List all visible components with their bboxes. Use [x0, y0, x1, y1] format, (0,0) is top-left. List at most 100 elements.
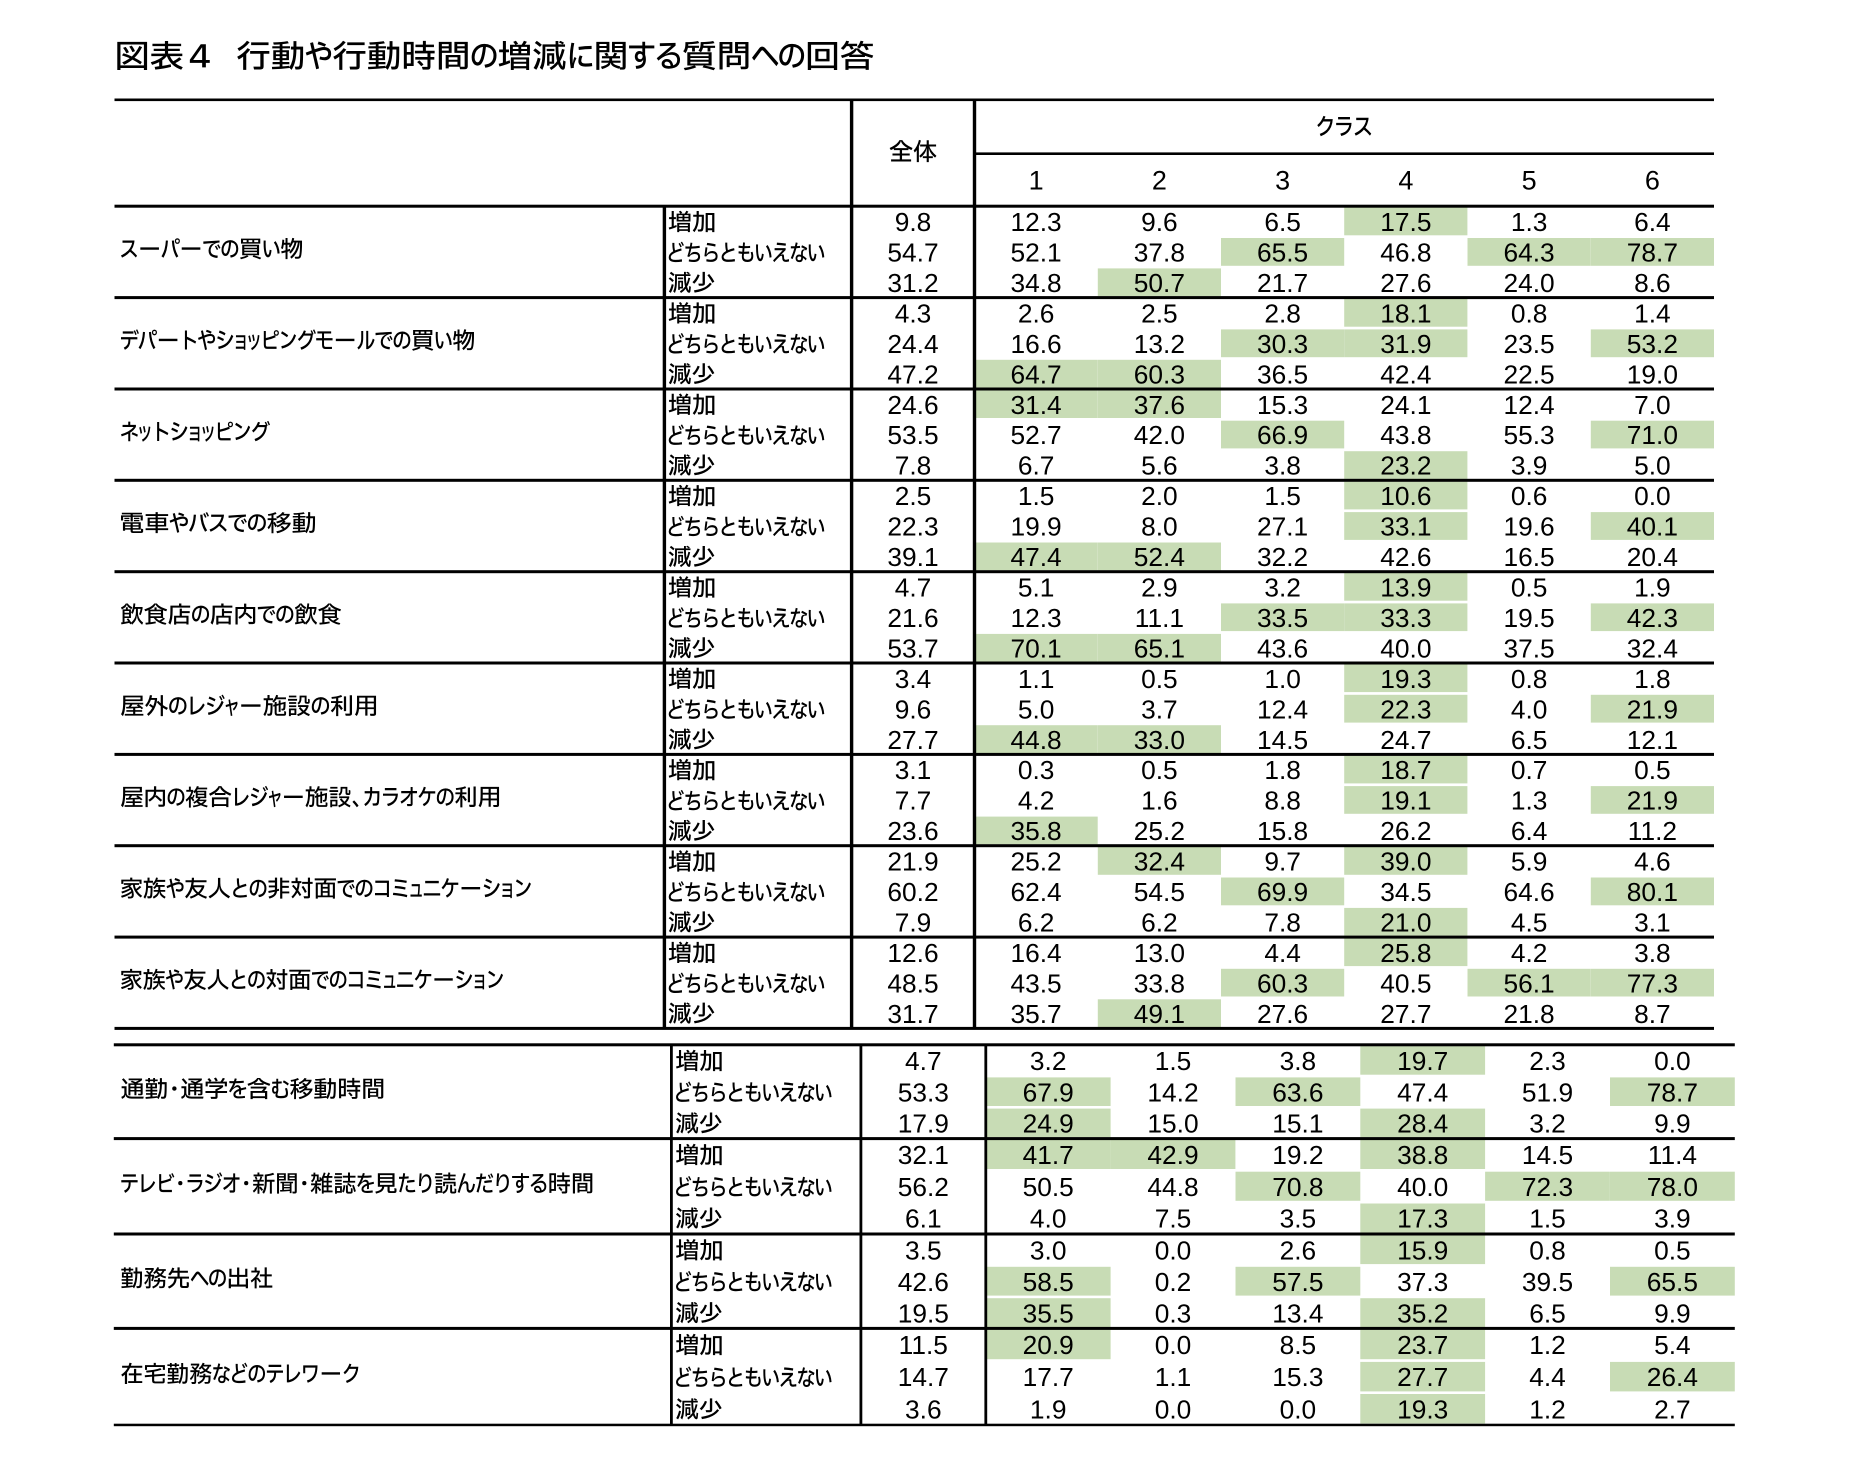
svg-text:2.8: 2.8: [1264, 298, 1301, 328]
svg-text:52.4: 52.4: [1134, 542, 1185, 572]
svg-text:3.9: 3.9: [1654, 1204, 1691, 1234]
svg-text:17.9: 17.9: [898, 1109, 949, 1139]
svg-text:7.8: 7.8: [1264, 908, 1301, 938]
svg-text:6: 6: [1645, 165, 1660, 195]
svg-text:16.5: 16.5: [1504, 542, 1555, 572]
svg-text:1.4: 1.4: [1634, 298, 1671, 328]
svg-text:5.1: 5.1: [1018, 573, 1055, 603]
svg-text:6.1: 6.1: [905, 1204, 942, 1234]
svg-text:6.2: 6.2: [1018, 908, 1055, 938]
svg-text:53.2: 53.2: [1627, 329, 1678, 359]
svg-text:15.3: 15.3: [1272, 1362, 1323, 1392]
svg-text:4: 4: [1398, 165, 1413, 195]
svg-text:1.1: 1.1: [1018, 664, 1055, 694]
svg-text:1.9: 1.9: [1634, 573, 1671, 603]
svg-text:33.8: 33.8: [1134, 968, 1185, 998]
svg-text:5: 5: [1522, 165, 1537, 195]
svg-text:78.7: 78.7: [1627, 238, 1678, 268]
svg-text:1: 1: [1029, 165, 1044, 195]
svg-text:3.7: 3.7: [1141, 694, 1178, 724]
svg-text:14.5: 14.5: [1522, 1140, 1573, 1170]
svg-text:1.3: 1.3: [1511, 786, 1548, 816]
svg-text:34.8: 34.8: [1011, 268, 1062, 298]
svg-text:33.5: 33.5: [1257, 603, 1308, 633]
svg-text:14.2: 14.2: [1147, 1077, 1198, 1107]
svg-text:21.0: 21.0: [1380, 908, 1431, 938]
svg-text:25.8: 25.8: [1380, 938, 1431, 968]
svg-text:4.6: 4.6: [1634, 847, 1671, 877]
svg-text:67.9: 67.9: [1023, 1077, 1074, 1107]
svg-text:30.3: 30.3: [1257, 329, 1308, 359]
svg-text:10.6: 10.6: [1380, 481, 1431, 511]
svg-text:54.7: 54.7: [887, 238, 938, 268]
svg-text:44.8: 44.8: [1147, 1172, 1198, 1202]
svg-text:55.3: 55.3: [1504, 420, 1555, 450]
svg-text:42.3: 42.3: [1627, 603, 1678, 633]
svg-text:15.1: 15.1: [1272, 1109, 1323, 1139]
svg-text:12.6: 12.6: [887, 938, 938, 968]
svg-text:35.2: 35.2: [1397, 1298, 1448, 1328]
svg-text:0.5: 0.5: [1634, 755, 1671, 785]
svg-text:4.4: 4.4: [1529, 1362, 1566, 1392]
svg-text:3.8: 3.8: [1280, 1046, 1317, 1076]
svg-text:3.8: 3.8: [1264, 451, 1301, 481]
svg-text:54.5: 54.5: [1134, 877, 1185, 907]
svg-text:6.4: 6.4: [1511, 816, 1548, 846]
svg-text:2.6: 2.6: [1280, 1235, 1317, 1265]
svg-text:11.2: 11.2: [1628, 816, 1677, 846]
svg-text:42.6: 42.6: [898, 1267, 949, 1297]
svg-text:33.3: 33.3: [1380, 603, 1431, 633]
svg-text:17.7: 17.7: [1023, 1362, 1074, 1392]
svg-text:8.5: 8.5: [1280, 1330, 1317, 1360]
svg-text:21.9: 21.9: [887, 847, 938, 877]
svg-text:24.0: 24.0: [1504, 268, 1555, 298]
svg-text:21.8: 21.8: [1504, 999, 1555, 1029]
svg-text:4.3: 4.3: [895, 298, 932, 328]
svg-text:13.9: 13.9: [1380, 573, 1431, 603]
svg-text:64.3: 64.3: [1504, 238, 1555, 268]
svg-text:3.1: 3.1: [1634, 908, 1671, 938]
svg-text:19.5: 19.5: [898, 1298, 949, 1328]
svg-text:26.4: 26.4: [1647, 1362, 1698, 1392]
svg-text:12.4: 12.4: [1504, 390, 1555, 420]
svg-text:11.1: 11.1: [1135, 603, 1184, 633]
svg-text:37.3: 37.3: [1397, 1267, 1448, 1297]
svg-text:65.1: 65.1: [1134, 633, 1185, 663]
svg-text:40.0: 40.0: [1397, 1172, 1448, 1202]
svg-text:12.3: 12.3: [1011, 603, 1062, 633]
svg-text:0.0: 0.0: [1155, 1394, 1192, 1424]
svg-text:31.9: 31.9: [1380, 329, 1431, 359]
svg-text:6.7: 6.7: [1018, 451, 1055, 481]
svg-text:53.5: 53.5: [887, 420, 938, 450]
svg-text:2.9: 2.9: [1141, 573, 1178, 603]
svg-text:62.4: 62.4: [1011, 877, 1062, 907]
svg-text:24.6: 24.6: [887, 390, 938, 420]
svg-text:3.4: 3.4: [895, 664, 932, 694]
svg-text:1.2: 1.2: [1529, 1394, 1566, 1424]
svg-text:0.3: 0.3: [1155, 1298, 1192, 1328]
svg-text:27.1: 27.1: [1257, 512, 1308, 542]
svg-text:3.6: 3.6: [905, 1394, 942, 1424]
svg-text:1.5: 1.5: [1264, 481, 1301, 511]
svg-text:6.5: 6.5: [1529, 1298, 1566, 1328]
svg-text:44.8: 44.8: [1011, 725, 1062, 755]
svg-text:6.2: 6.2: [1141, 908, 1178, 938]
svg-text:11.4: 11.4: [1648, 1140, 1697, 1170]
svg-text:8.0: 8.0: [1141, 512, 1178, 542]
svg-text:78.0: 78.0: [1647, 1172, 1698, 1202]
svg-text:7.5: 7.5: [1155, 1204, 1192, 1234]
svg-text:13.4: 13.4: [1272, 1298, 1323, 1328]
svg-text:19.6: 19.6: [1504, 512, 1555, 542]
svg-text:0.0: 0.0: [1654, 1046, 1691, 1076]
svg-text:16.6: 16.6: [1011, 329, 1062, 359]
svg-text:19.3: 19.3: [1380, 664, 1431, 694]
svg-text:2.3: 2.3: [1529, 1046, 1566, 1076]
svg-text:0.2: 0.2: [1155, 1267, 1192, 1297]
svg-text:7.8: 7.8: [895, 451, 932, 481]
svg-text:51.9: 51.9: [1522, 1077, 1573, 1107]
svg-text:64.7: 64.7: [1011, 359, 1062, 389]
svg-text:4.7: 4.7: [905, 1046, 942, 1076]
svg-text:25.2: 25.2: [1011, 847, 1062, 877]
svg-text:42.4: 42.4: [1380, 359, 1431, 389]
svg-text:17.5: 17.5: [1380, 207, 1431, 237]
